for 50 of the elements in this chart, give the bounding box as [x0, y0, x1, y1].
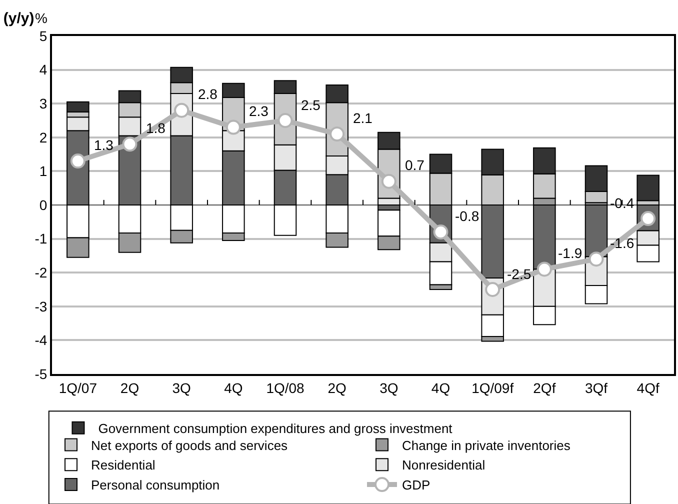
data-label: -0.8 — [455, 208, 480, 224]
data-label: 2.1 — [353, 110, 373, 126]
y-tick-label: 5 — [39, 28, 48, 44]
data-label: -2.5 — [507, 266, 532, 282]
x-tick-label: 3Qf — [584, 380, 608, 396]
y-tick-label: -1 — [34, 230, 48, 247]
legend-label: Net exports of goods and services — [91, 438, 288, 453]
x-tick-label: 3Q — [172, 380, 192, 396]
y-tick-label: 1 — [39, 163, 48, 180]
y-tick-label: -5 — [34, 366, 48, 382]
y-tick-label: 4 — [39, 62, 48, 78]
point — [122, 136, 138, 152]
point — [226, 120, 241, 135]
x-tick-label: 1Q/08 — [266, 380, 305, 396]
data-label: -1.9 — [558, 245, 582, 261]
x-tick-label: 3Q — [380, 380, 398, 396]
legend-label: Government consumption expenditures and gross investment — [98, 420, 453, 436]
x-tick-label: 2Q — [328, 380, 347, 396]
data-label: -1.6 — [610, 235, 634, 251]
data-label: 1.8 — [146, 120, 166, 136]
legend-label: Nonresidential — [402, 458, 486, 473]
y-tick-label: 3 — [39, 96, 48, 112]
legend-label: Personal consumption — [91, 478, 220, 493]
bar — [636, 174, 660, 202]
x-tick-label: 1Q/09f — [472, 380, 514, 396]
point — [588, 252, 604, 267]
data-label: 0.7 — [405, 157, 425, 173]
x-tick-label: 4Q — [224, 380, 243, 396]
data-label: 2.8 — [198, 86, 218, 102]
y-tick-label: -3 — [34, 298, 48, 314]
legend-label: Change in private inventories — [402, 438, 571, 453]
x-tick-label: 4Qf — [636, 380, 660, 396]
y-tick-label: 2 — [39, 129, 48, 146]
data-label: 1.3 — [94, 137, 114, 153]
point — [433, 224, 448, 240]
y-tick-label: -2 — [34, 264, 48, 280]
legend-label: Residential — [91, 458, 156, 473]
point — [70, 154, 86, 169]
x-tick-label: 1Q/07 — [58, 380, 98, 396]
y-tick-label: 0 — [39, 196, 48, 213]
legend-label: GDP — [402, 478, 430, 493]
point — [536, 262, 552, 277]
x-tick-label: 2Qf — [533, 380, 556, 396]
chart-title: (y/y) — [3, 10, 34, 28]
y-tick-label: -4 — [34, 332, 48, 348]
data-label: 2.5 — [301, 97, 321, 113]
y-axis-title: % — [35, 10, 48, 26]
data-label: 2.3 — [249, 103, 269, 119]
x-tick-label: 2Q — [120, 380, 140, 396]
x-tick-label: 4Q — [431, 380, 450, 396]
